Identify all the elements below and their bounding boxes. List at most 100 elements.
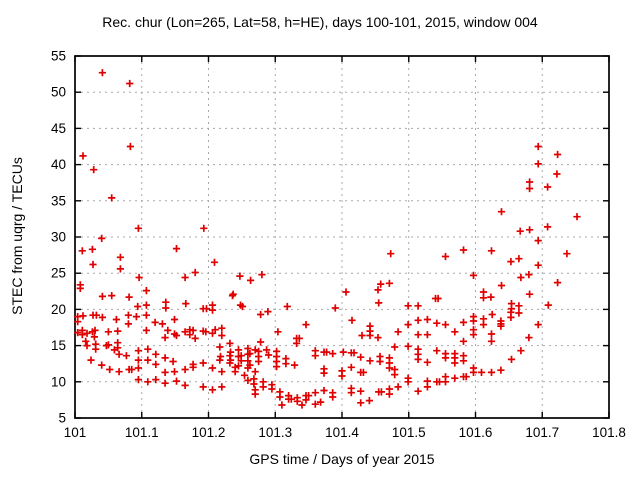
data-point <box>126 142 134 151</box>
data-point <box>142 311 150 319</box>
data-point <box>302 321 310 329</box>
data-point <box>134 364 142 372</box>
y-tick-label: 10 <box>51 374 66 389</box>
data-point <box>74 318 82 326</box>
data-point <box>122 352 130 360</box>
data-point <box>108 292 116 300</box>
data-point <box>226 356 235 364</box>
data-point <box>161 379 169 387</box>
data-point <box>404 302 412 310</box>
data-point <box>134 347 142 355</box>
data-point <box>544 301 552 309</box>
data-point <box>414 355 422 363</box>
data-point <box>237 357 245 365</box>
y-tick-label: 50 <box>51 85 66 100</box>
data-point <box>98 361 106 369</box>
data-point <box>199 359 207 367</box>
data-point <box>515 255 523 263</box>
data-point <box>487 247 496 255</box>
data-point <box>366 331 374 340</box>
data-point <box>246 361 254 369</box>
data-point <box>257 338 265 346</box>
data-point <box>563 250 571 258</box>
data-point <box>90 166 98 174</box>
data-point <box>423 383 431 391</box>
data-point <box>323 348 331 356</box>
data-point <box>377 388 385 396</box>
x-tick-label: 101.8 <box>592 425 626 440</box>
data-point <box>441 321 450 329</box>
data-point <box>91 326 99 334</box>
data-point <box>394 328 402 336</box>
y-tick-label: 5 <box>58 411 66 426</box>
data-point <box>79 152 87 160</box>
data-point <box>404 378 412 386</box>
data-point <box>115 350 123 358</box>
data-point <box>210 258 219 266</box>
data-point <box>507 258 515 266</box>
data-point <box>142 301 150 309</box>
data-point <box>553 170 561 178</box>
data-point <box>82 337 90 345</box>
data-point <box>76 284 84 292</box>
data-point <box>259 383 267 391</box>
data-point <box>202 328 210 336</box>
data-point <box>387 250 395 258</box>
data-point <box>414 387 422 395</box>
data-point <box>350 349 358 357</box>
data-point <box>517 273 525 282</box>
data-point <box>298 401 306 409</box>
data-point <box>414 331 422 339</box>
data-point <box>238 302 247 311</box>
data-point <box>423 331 431 339</box>
data-point <box>357 387 365 395</box>
data-point <box>246 350 254 358</box>
data-point <box>181 365 189 374</box>
data-point <box>469 331 478 339</box>
y-tick-label: 45 <box>51 121 66 136</box>
data-point <box>208 306 217 314</box>
data-point <box>257 310 265 319</box>
data-point <box>347 389 355 397</box>
data-point <box>469 368 478 376</box>
data-point <box>423 358 431 366</box>
data-point <box>394 383 402 391</box>
data-point <box>124 320 132 328</box>
data-point <box>244 357 252 365</box>
data-point <box>291 361 299 369</box>
data-point <box>376 357 384 366</box>
data-point <box>244 376 252 384</box>
data-point <box>320 386 328 395</box>
data-point <box>573 213 581 221</box>
data-point <box>98 313 106 321</box>
data-point <box>182 300 190 308</box>
data-point <box>451 359 459 367</box>
y-tick-label: 40 <box>51 157 66 172</box>
data-point <box>515 302 523 310</box>
x-tick-label: 101 <box>64 425 87 440</box>
data-point <box>358 331 366 340</box>
data-point <box>106 365 114 374</box>
data-point <box>441 378 450 386</box>
data-point <box>134 356 142 364</box>
data-point <box>293 397 301 405</box>
chart-title: Rec. chur (Lon=265, Lat=58, h=HE), days … <box>102 14 538 30</box>
data-point <box>202 305 211 313</box>
data-point <box>544 223 552 231</box>
data-point <box>534 237 542 245</box>
data-point <box>234 362 243 370</box>
y-tick-label: 20 <box>51 302 66 317</box>
data-point <box>112 315 120 324</box>
data-point <box>83 342 91 350</box>
data-point <box>320 369 328 377</box>
data-point <box>469 317 478 325</box>
data-point <box>92 311 100 319</box>
data-point <box>374 286 382 294</box>
x-tick-label: 101.3 <box>258 425 292 440</box>
data-point <box>164 326 172 334</box>
data-point <box>357 399 365 407</box>
data-point <box>365 397 373 405</box>
data-point <box>264 308 272 316</box>
x-tick-label: 101.5 <box>392 425 426 440</box>
data-point <box>544 183 552 191</box>
